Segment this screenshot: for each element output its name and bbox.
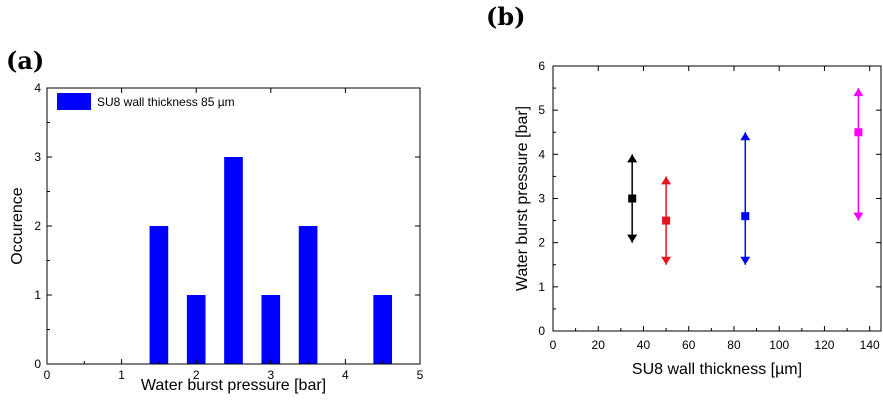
data-point — [854, 128, 863, 137]
y-tick-label: 3 — [538, 192, 545, 206]
error-bar-arrow-down — [853, 212, 864, 221]
error-bar-arrow-up — [627, 154, 638, 163]
bar — [373, 295, 393, 364]
data-point — [628, 194, 637, 203]
x-tick-label: 0 — [550, 338, 557, 352]
x-tick-label: 0 — [44, 368, 51, 382]
bar — [186, 295, 206, 364]
y-tick-label: 4 — [34, 81, 41, 95]
x-tick-label: 2 — [193, 368, 200, 382]
bar — [149, 226, 169, 364]
y-tick-label: 0 — [34, 357, 41, 371]
error-bar-arrow-up — [661, 176, 672, 185]
error-bar-arrow-down — [740, 256, 751, 265]
y-axis-label: Occurence — [9, 187, 26, 264]
x-tick-label: 4 — [342, 368, 349, 382]
x-axis-label: Water burst pressure [bar] — [141, 377, 326, 394]
x-tick-label: 5 — [417, 368, 424, 382]
y-tick-label: 5 — [538, 103, 545, 117]
y-tick-label: 4 — [538, 147, 545, 161]
legend-swatch — [57, 93, 91, 110]
x-tick-label: 60 — [682, 338, 696, 352]
x-tick-label: 120 — [814, 338, 834, 352]
y-axis-label: Water burst pressure [bar] — [514, 106, 531, 291]
x-tick-label: 1 — [118, 368, 125, 382]
x-tick-label: 100 — [769, 338, 789, 352]
x-tick-label: 3 — [267, 368, 274, 382]
plot-frame — [552, 65, 882, 332]
y-tick-label: 2 — [538, 236, 545, 250]
legend-label: SU8 wall thickness 85 µm — [97, 95, 235, 109]
error-bar-arrow-down — [627, 234, 638, 243]
y-tick-label: 6 — [538, 59, 545, 73]
data-point — [741, 212, 750, 221]
panel-label-a: (a) — [6, 46, 45, 75]
error-bar-arrow-up — [740, 132, 751, 141]
data-point — [662, 216, 671, 225]
x-tick-label: 40 — [637, 338, 651, 352]
error-bar-arrow-down — [661, 256, 672, 265]
panel-label-b: (b) — [486, 2, 526, 31]
y-tick-label: 0 — [538, 324, 545, 338]
error-bar-arrow-up — [853, 88, 864, 97]
x-tick-label: 20 — [592, 338, 606, 352]
bar — [261, 295, 281, 364]
y-tick-label: 1 — [538, 280, 545, 294]
y-tick-label: 2 — [34, 219, 41, 233]
y-tick-label: 1 — [34, 288, 41, 302]
x-tick-label: 80 — [727, 338, 741, 352]
x-tick-label: 140 — [860, 338, 880, 352]
bar — [224, 157, 243, 364]
bar — [298, 226, 318, 364]
x-axis-label: SU8 wall thickness [µm] — [632, 361, 802, 378]
y-tick-label: 3 — [34, 150, 41, 164]
